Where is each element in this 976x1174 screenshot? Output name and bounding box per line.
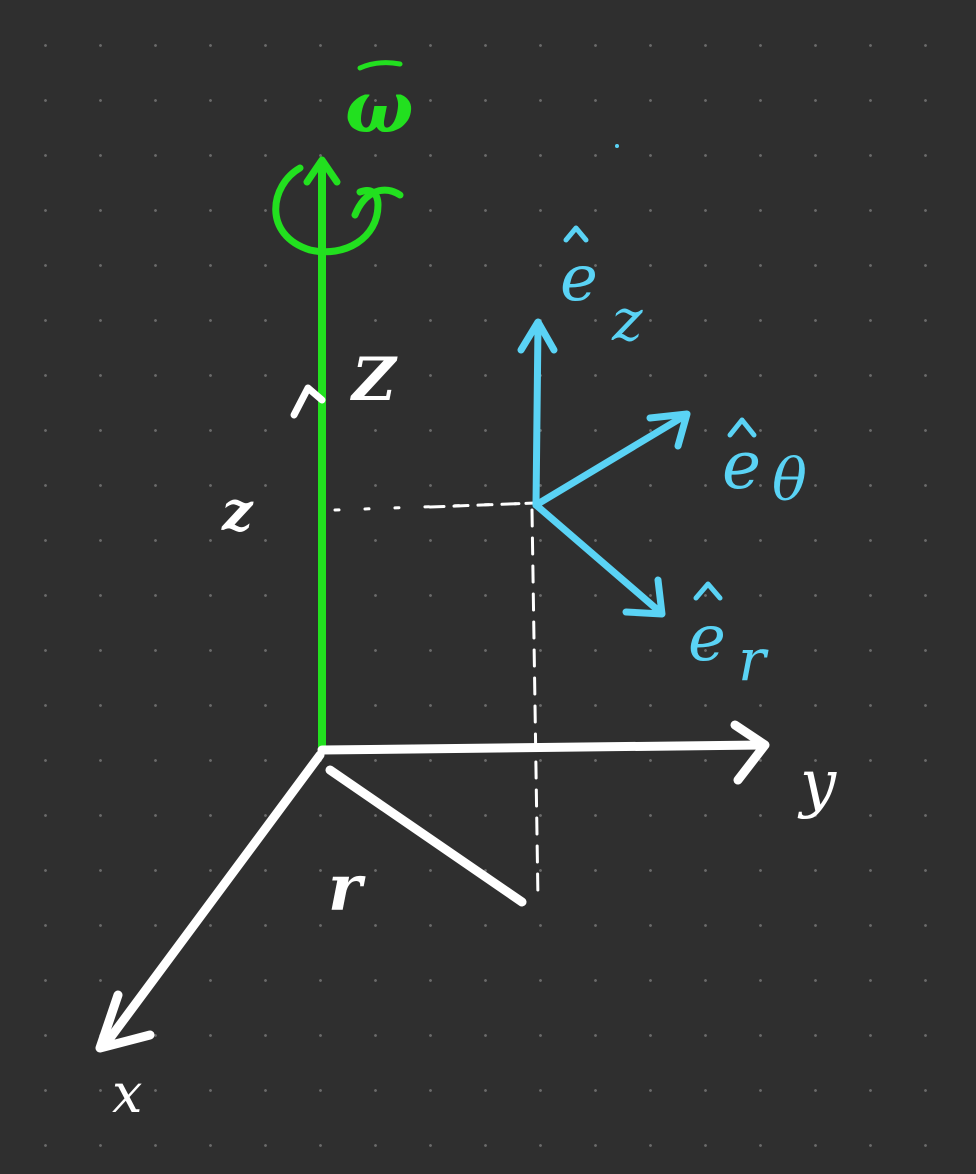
e-r-vector	[532, 501, 664, 616]
vertical-guide-dashed	[530, 508, 540, 902]
e-theta-vector	[532, 411, 690, 509]
x-axis-arrowhead	[95, 990, 155, 1053]
z-axis-label: Z	[350, 345, 398, 415]
e-r-subscript: r	[738, 626, 769, 694]
z-guide-dashed	[333, 501, 537, 512]
e-theta-hat	[727, 417, 757, 438]
r-segment-line	[325, 765, 527, 907]
e-theta-label: e	[722, 427, 761, 504]
e-theta-subscript: θ	[772, 446, 807, 514]
e-r-arrowhead	[622, 576, 666, 618]
guide-lines	[333, 501, 540, 902]
x-axis-label: x	[112, 1062, 142, 1125]
z-axis-hat	[290, 384, 326, 419]
rotation-arc-arrow	[351, 186, 404, 219]
e-theta-arrowhead	[646, 410, 691, 450]
unit-vectors	[517, 318, 691, 618]
e-z-label: e	[560, 242, 598, 316]
omega-label: ω	[345, 64, 414, 149]
e-z-vector	[532, 321, 542, 509]
z-coordinate-label: z	[221, 479, 254, 543]
e-r-label: e	[688, 602, 726, 676]
hat-marks	[563, 225, 757, 601]
e-z-hat	[563, 225, 589, 243]
z-guide-dashed-2	[428, 501, 537, 509]
y-axis-label: y	[797, 747, 837, 821]
y-axis-arrowhead	[730, 720, 770, 785]
rotation-arc	[272, 164, 382, 256]
e-z-arrowhead	[517, 318, 558, 354]
coordinate-axes	[95, 720, 770, 1053]
omega-axis-group	[272, 60, 404, 754]
e-z-subscript: z	[611, 286, 643, 354]
y-axis-line	[317, 740, 767, 755]
x-axis-line	[100, 750, 325, 1050]
omega-vector-bar	[357, 60, 403, 71]
e-r-hat	[693, 581, 723, 601]
r-coordinate-label: r	[328, 851, 366, 926]
stray-dot	[615, 144, 619, 148]
omega-arrowhead	[303, 156, 341, 186]
